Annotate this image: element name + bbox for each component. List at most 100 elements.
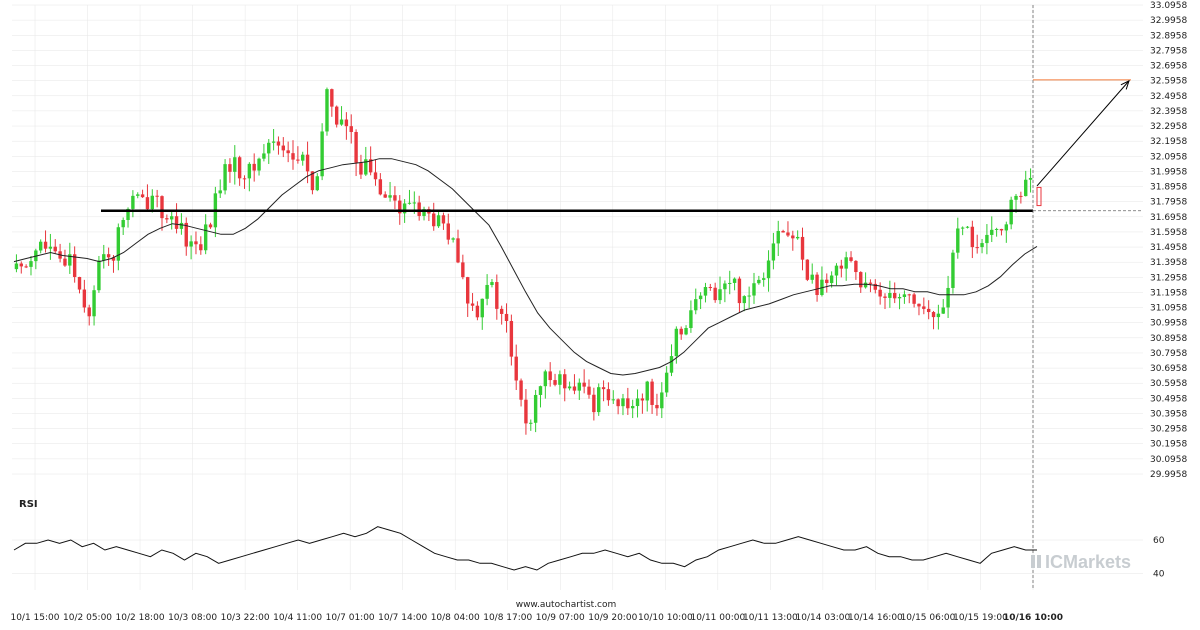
price-tick-label: 30.6958 [1150,364,1187,374]
candle-body [29,261,33,267]
time-tick-label: 10/14 03:00 [796,613,851,623]
candle-body [111,257,116,261]
candle-body [863,282,868,288]
candle-body [509,321,514,357]
candle-body [640,398,645,401]
price-tick-label: 32.6958 [1150,62,1187,72]
candle-body [247,163,252,179]
candle-body [461,262,465,278]
candle-body [703,287,708,296]
candle-body [490,282,494,285]
candle-body [194,241,198,245]
candle-body [810,274,814,280]
candle-body [873,283,877,290]
candle-body [72,254,77,277]
candle-body [1024,179,1028,197]
candle-body [834,265,839,276]
candle-body [538,386,543,395]
candle-body [660,392,664,409]
candle-body [902,294,907,297]
candle-body [548,371,552,381]
candle-body [160,196,164,219]
candle-body [655,404,659,409]
candle-body [499,308,504,314]
candle-body [679,328,683,335]
candle-body [53,246,57,252]
candle-body [296,159,300,161]
candle-body [398,200,402,214]
price-tick-label: 31.3958 [1150,258,1187,268]
candle-body [43,241,48,249]
candle-body [1014,195,1018,200]
candle-body [825,279,829,284]
candle-body [611,399,615,401]
candle-body [519,380,523,400]
candle-body [630,406,635,409]
candle-body [456,238,460,263]
candle-body [179,222,184,229]
time-tick-label: 10/9 20:00 [588,613,637,623]
candle-body [87,307,91,317]
candle-body [412,202,417,204]
candle-body [436,215,441,227]
candle-body [102,254,106,261]
time-tick-label: 10/4 11:00 [273,613,322,623]
price-tick-label: 31.1958 [1150,288,1187,298]
candle-body [276,141,281,146]
candle-body [718,289,722,301]
candle-body [970,226,975,248]
candle-body [402,203,407,214]
price-tick-label: 30.7958 [1150,349,1187,359]
candle-body [645,381,649,401]
price-tick-label: 31.0958 [1150,304,1187,314]
current-candle [1036,186,1042,207]
price-tick-label: 30.0958 [1150,455,1187,465]
candle-body [208,224,213,228]
candle-body [475,305,480,318]
price-tick-label: 31.9958 [1150,167,1187,177]
candle-body [747,295,751,297]
candle-body [199,244,203,251]
candle-body [24,266,28,268]
candle-body [281,145,286,151]
candle-body [694,299,698,311]
candle-body [368,159,373,173]
candle-body [839,265,844,269]
candle-body [805,259,810,280]
candle-body [524,399,528,424]
time-tick-label: 10/11 00:00 [690,613,745,623]
price-tick-label: 32.0958 [1150,152,1187,162]
candle-body [320,131,324,177]
candle-body [922,306,926,309]
price-tick-label: 30.3958 [1150,409,1187,419]
candle-body [577,382,582,391]
time-tick-label: 10/15 06:00 [901,613,956,623]
price-tick-label: 31.8958 [1150,183,1187,193]
price-tick-label: 31.2958 [1150,273,1187,283]
candle-body [931,312,936,318]
candle-body [140,194,145,198]
candle-body [63,258,67,266]
candle-body [334,106,339,125]
time-tick-label: 10/8 04:00 [431,613,480,623]
candle-body [878,289,882,297]
candle-body [723,283,727,290]
candle-body [529,422,533,424]
candle-body [684,328,688,335]
candle-body [786,232,790,236]
candle-body [965,226,970,228]
candle-body [815,274,819,295]
candle-body [941,307,945,314]
candle-body [533,394,538,423]
candle-body [1004,224,1009,231]
candle-body [77,276,82,290]
candle-body [951,252,955,288]
brand-mark-bar-2 [1037,555,1041,568]
candle-body [325,89,329,132]
time-tick-label: 10/2 05:00 [63,613,112,623]
candle-body [174,216,179,229]
candle-body [907,294,911,296]
candle-body [946,287,950,308]
candle-body [315,176,319,191]
